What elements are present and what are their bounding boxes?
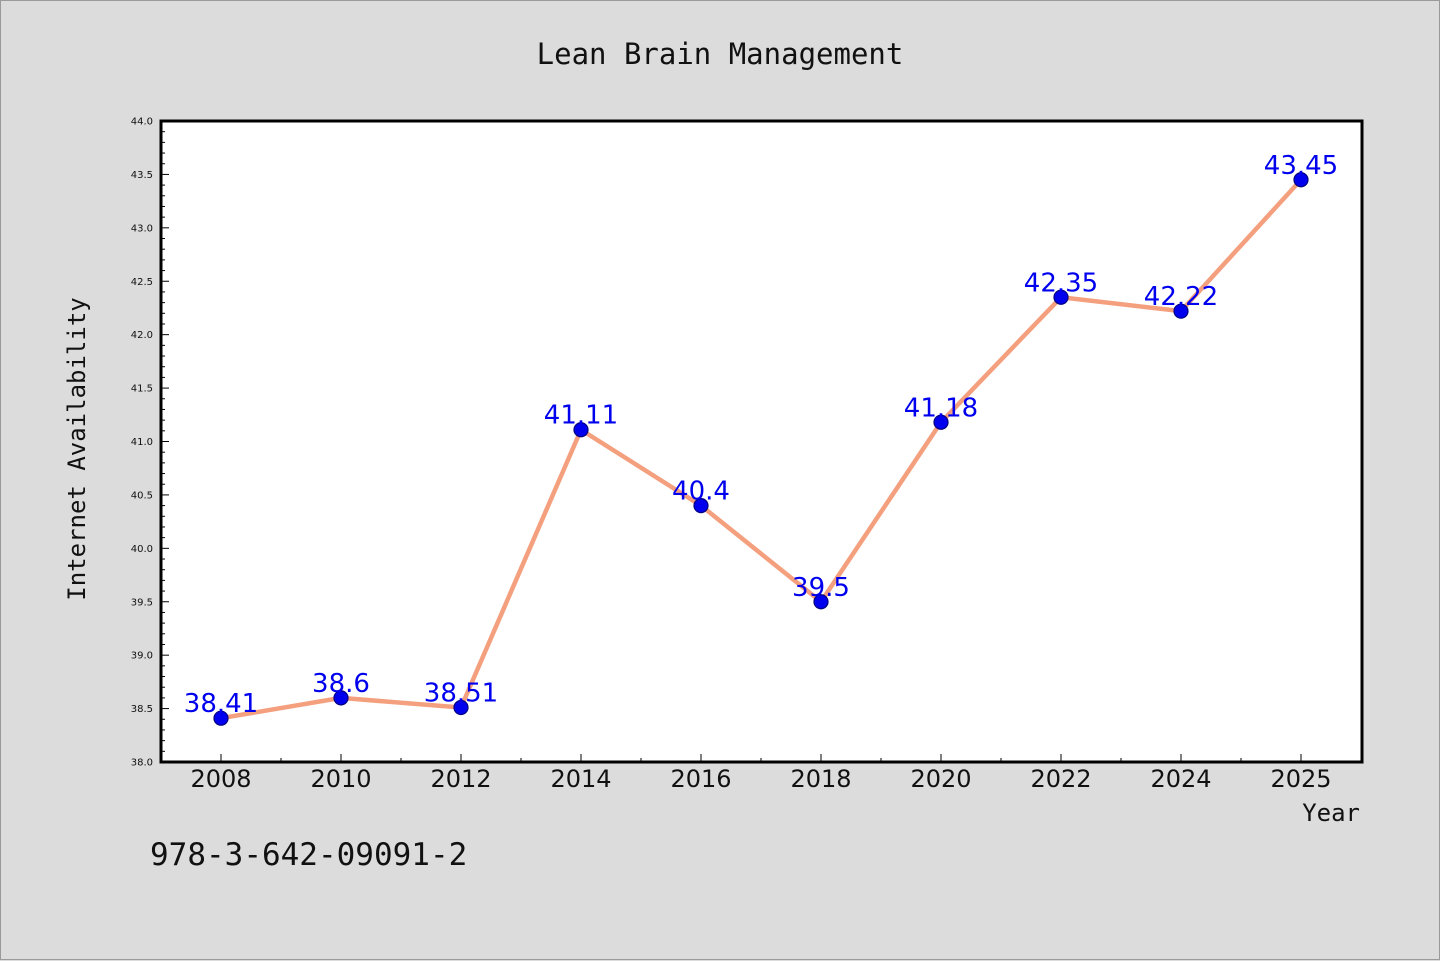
data-labels: 38.41 38.6 38.51 41.11 40.4 39.5 41.18 42.35 42.… <box>184 151 1338 719</box>
data-point-marker <box>1053 289 1069 305</box>
plot-border <box>159 119 1364 764</box>
isbn-label: 978-3-642-09091-2 <box>150 837 467 873</box>
y-tick-label: 38.5 <box>131 704 153 715</box>
data-point-marker <box>573 422 589 438</box>
x-tick-label: 2012 <box>430 765 491 793</box>
x-tick-label: 2022 <box>1030 765 1091 793</box>
data-point-marker <box>213 710 229 726</box>
x-tick-label: 2018 <box>790 765 851 793</box>
y-tick-label: 42.5 <box>131 277 153 288</box>
data-point-marker <box>333 690 349 706</box>
y-tick-label: 41.0 <box>131 437 153 448</box>
y-axis-title: Internet Availability <box>63 297 91 600</box>
data-point-marker <box>693 498 709 514</box>
x-axis-ticks: 2008 2010 2012 2014 2016 2018 2020 2022 2024 2025 <box>190 754 1362 793</box>
data-value-label: 42.22 <box>1144 282 1218 312</box>
data-point-marker <box>933 414 949 430</box>
data-series <box>213 172 1309 726</box>
data-value-label: 42.35 <box>1024 268 1098 298</box>
x-tick-label: 2024 <box>1150 765 1211 793</box>
x-tick-label: 2025 <box>1270 765 1331 793</box>
data-value-label: 41.18 <box>904 393 978 423</box>
y-tick-label: 40.0 <box>131 544 153 555</box>
plot-area <box>161 121 1362 762</box>
data-point-marker <box>813 594 829 610</box>
y-tick-label: 44.0 <box>131 117 153 128</box>
x-tick-label: 2020 <box>910 765 971 793</box>
data-value-label: 38.41 <box>184 689 258 719</box>
data-value-label: 38.51 <box>424 679 498 709</box>
y-tick-label: 43.5 <box>131 170 153 181</box>
y-tick-label: 39.0 <box>131 651 153 662</box>
x-tick-label: 2016 <box>670 765 731 793</box>
data-point-marker <box>1293 172 1309 188</box>
data-point-marker <box>453 699 469 716</box>
series-line <box>218 177 1304 721</box>
x-axis-title: Year <box>1302 799 1360 827</box>
data-point-marker <box>1173 303 1189 319</box>
data-value-label: 38.6 <box>312 669 370 699</box>
y-tick-label: 41.5 <box>131 384 153 395</box>
y-tick-label: 38.0 <box>131 758 153 769</box>
x-tick-label: 2010 <box>310 765 371 793</box>
y-tick-label: 40.5 <box>131 490 153 501</box>
chart-title: Lean Brain Management <box>537 37 904 71</box>
y-tick-label: 42.0 <box>131 330 153 341</box>
x-tick-label: 2014 <box>550 765 611 793</box>
data-value-label: 40.4 <box>672 477 730 507</box>
data-value-label: 41.11 <box>544 401 618 431</box>
x-tick-label: 2008 <box>190 765 251 793</box>
y-tick-label: 39.5 <box>131 597 153 608</box>
y-tick-label: 43.0 <box>131 223 153 234</box>
data-value-label: 39.5 <box>792 573 850 603</box>
data-value-label: 43.45 <box>1264 151 1338 181</box>
